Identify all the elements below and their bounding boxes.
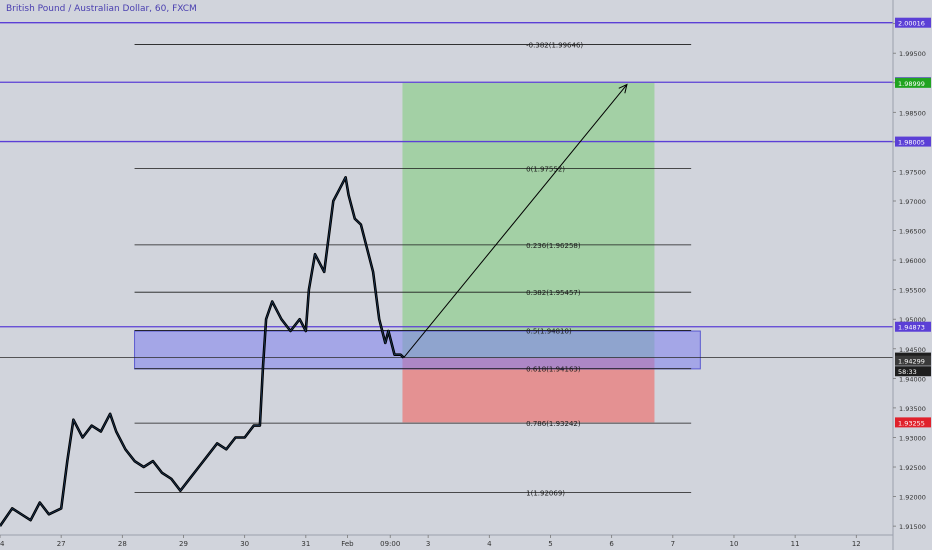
price-tag-bg-2 <box>895 77 931 88</box>
price-tag-0: 2.00016 <box>898 20 925 28</box>
x-tick-label-1: 27 <box>57 540 66 548</box>
fib-label-1: 0(1.97552) <box>526 165 565 173</box>
price-tag-bg-8 <box>895 417 931 428</box>
price-tag-bg-4 <box>895 321 931 332</box>
levels-layer <box>0 22 893 359</box>
price-tag-bg-3 <box>895 136 931 147</box>
fib-label-6: 0.786(1.93242) <box>526 420 581 428</box>
price-tag-6: 58:33 <box>898 368 917 376</box>
y-tick-label-11: 1.97000 <box>899 198 926 206</box>
y-tick-label-1: 1.92000 <box>899 494 926 502</box>
fib-label-2: 0.236(1.96258) <box>526 242 581 250</box>
x-tick-label-6: Feb <box>341 540 354 548</box>
x-tick-label-11: 6 <box>609 540 614 548</box>
price-layer <box>0 176 405 527</box>
fib-label-0: -0.382(1.99646) <box>526 42 583 50</box>
x-tick-label-0: 24 <box>0 540 5 548</box>
support-zone <box>134 330 701 370</box>
y-tick-label-3: 1.93000 <box>899 434 926 442</box>
y-tick-label-5: 1.94000 <box>899 375 926 383</box>
price-tag-8: 1.93255 <box>898 419 925 427</box>
x-tick-label-12: 7 <box>671 540 675 548</box>
x-tick-label-15: 12 <box>852 540 861 548</box>
y-tick-label-12: 1.97500 <box>899 168 926 176</box>
x-tick-label-2: 28 <box>118 540 127 548</box>
y-tick-label-7: 1.95000 <box>899 316 926 324</box>
y-tick-label-6: 1.94500 <box>899 346 926 354</box>
x-tick-label-13: 10 <box>730 540 739 548</box>
price-tag-bg-6 <box>895 366 931 377</box>
y-tick-label-14: 1.98500 <box>899 109 926 117</box>
fib-label-7: 1(1.92069) <box>526 489 565 497</box>
chart-title: British Pound / Australian Dollar, 60, F… <box>6 4 197 14</box>
y-tick-label-16: 1.99500 <box>899 50 926 58</box>
fib-layer: -0.382(1.99646) 0(1.97552) 0.236(1.96258) 0… <box>134 42 692 497</box>
x-tick-label-5: 31 <box>301 540 310 548</box>
x-tick-label-7: 09:00 <box>380 540 400 548</box>
y-tick-label-4: 1.93500 <box>899 405 926 413</box>
fib-label-5: 0.618(1.94163) <box>526 366 581 374</box>
arrow-layer <box>403 83 628 358</box>
x-tick-label-4: 30 <box>240 540 249 548</box>
y-tick-label-10: 1.96500 <box>899 228 926 236</box>
price-tag-7: 1.94299 <box>898 358 925 366</box>
x-tick-label-8: 3 <box>426 540 430 548</box>
x-tick-label-3: 29 <box>179 540 188 548</box>
fib-label-4: 0.5(1.94810) <box>526 327 572 335</box>
price-tag-bg-7 <box>895 355 931 366</box>
y-tick-label-0: 1.91500 <box>899 523 926 531</box>
projection-arrow-head <box>618 83 628 94</box>
y-tick-label-9: 1.96000 <box>899 257 926 265</box>
price-wicks <box>0 176 404 527</box>
zones-layer <box>134 82 701 423</box>
price-tag-2: 1.98999 <box>898 80 925 88</box>
y-tick-label-8: 1.95500 <box>899 287 926 295</box>
x-tick-label-14: 11 <box>791 540 800 548</box>
fib-label-3: 0.382(1.95457) <box>526 289 581 297</box>
target-zone <box>402 82 655 358</box>
price-tag-bg-0 <box>895 17 931 28</box>
y-tick-label-2: 1.92500 <box>899 464 926 472</box>
x-tick-label-10: 5 <box>548 540 552 548</box>
price-tag-3: 1.98005 <box>898 139 925 147</box>
price-tag-4: 1.94873 <box>898 324 925 332</box>
x-tick-label-9: 4 <box>487 540 492 548</box>
projection-arrow-line <box>403 84 628 358</box>
